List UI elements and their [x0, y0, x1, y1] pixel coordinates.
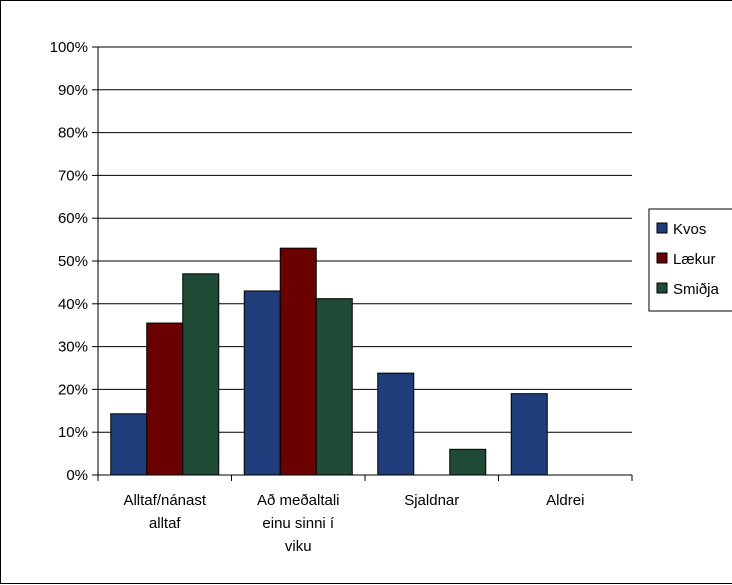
- bar-kvos: [377, 372, 415, 476]
- x-category-label: Aldrei: [546, 492, 584, 509]
- y-tick-label: 20%: [58, 381, 88, 398]
- bar-lækur: [146, 322, 184, 476]
- axes: 0% 10% 20% 30% 40% 50% 60% 70% 80% 90% 100% Alltaf/…: [50, 39, 633, 555]
- y-tick-label: 90%: [58, 82, 88, 99]
- bar-kvos: [110, 413, 148, 476]
- bar-smiðja: [449, 448, 487, 476]
- y-tick-label: 60%: [58, 210, 88, 227]
- x-category-label: Alltaf/nánast alltaf: [123, 492, 206, 532]
- y-tick-label: 0%: [66, 467, 88, 484]
- bar-smiðja: [182, 273, 220, 476]
- bars: [110, 247, 548, 476]
- legend-swatch: [656, 282, 668, 294]
- bar-kvos: [510, 393, 548, 476]
- y-tick-label: 80%: [58, 125, 88, 142]
- x-category-label: Sjaldnar: [404, 492, 459, 509]
- legend: Kvos Lækur Smiðja: [648, 208, 732, 312]
- legend-label: Lækur: [673, 251, 716, 268]
- y-tick-label: 40%: [58, 296, 88, 313]
- legend-label: Kvos: [673, 221, 706, 238]
- y-tick-label: 100%: [50, 39, 88, 56]
- y-tick-label: 50%: [58, 253, 88, 270]
- legend-swatch: [656, 222, 668, 234]
- y-tick-label: 10%: [58, 424, 88, 441]
- y-tick-label: 30%: [58, 339, 88, 356]
- legend-swatch: [656, 252, 668, 264]
- x-category-label: Að meðaltali einu sinni í viku: [257, 492, 340, 555]
- y-tick-label: 70%: [58, 167, 88, 184]
- bar-smiðja: [315, 298, 353, 476]
- bar-kvos: [243, 290, 281, 476]
- bar-lækur: [279, 247, 317, 476]
- legend-label: Smiðja: [673, 281, 720, 298]
